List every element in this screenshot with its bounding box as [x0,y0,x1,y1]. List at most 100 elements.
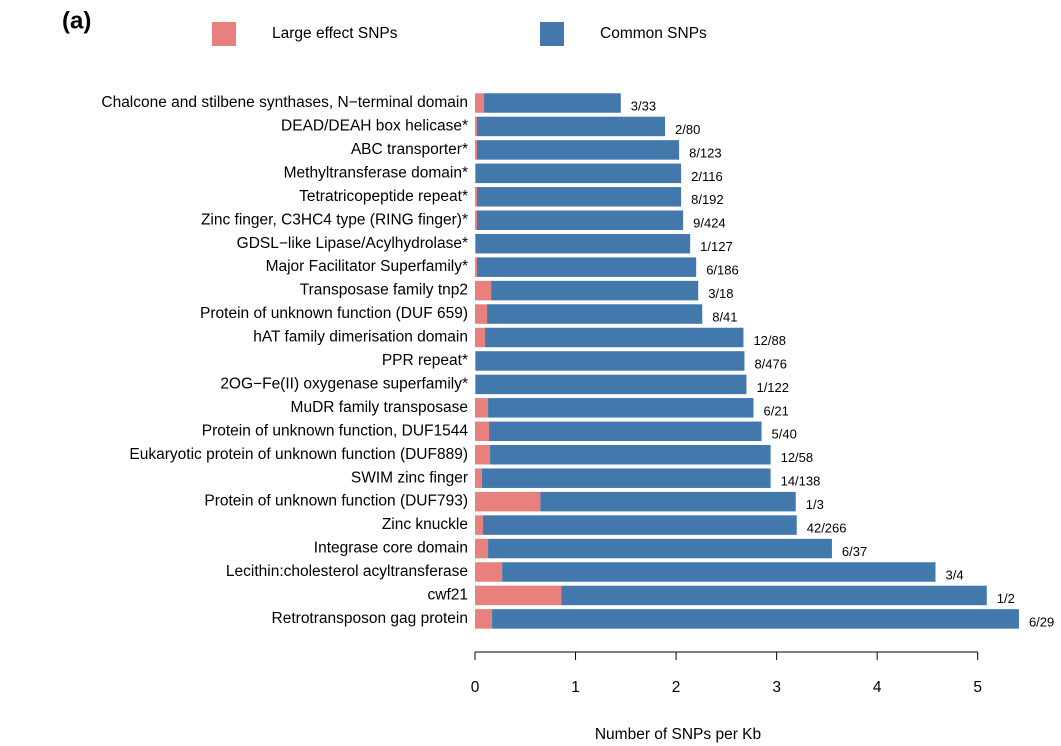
bar-annotation: 1/2 [997,591,1015,606]
category-label: Protein of unknown function (DUF 659) [200,305,468,322]
bar-segment [475,210,478,230]
category-label: Methyltransferase domain* [284,164,468,181]
bar-segment [475,116,478,137]
bar-segment [475,280,492,301]
bar-segment [483,515,797,535]
bar-segment [476,233,691,254]
bar-segment [475,468,483,488]
bar-segment [475,562,503,582]
category-label: Major Facilitator Superfamily* [266,258,468,275]
x-tick-label: 0 [471,679,480,696]
bar-segment [477,257,697,277]
bar-segment [476,163,682,184]
bar-segment [475,140,478,160]
category-label: Retrotransposon gag protein [272,610,468,627]
bar-annotation: 12/88 [753,333,786,348]
legend-label: Common SNPs [600,25,707,42]
bar-annotation: 9/424 [693,216,726,231]
bar-segment [475,187,478,207]
category-label: ABC transporter* [351,141,468,158]
bar-annotation: 1/122 [756,380,789,395]
bar-segment [487,304,703,324]
bar-segment [475,538,489,559]
bar-segment [475,93,485,113]
bar-segment [475,351,477,371]
legend-swatch [212,22,236,46]
bar-segment [484,93,621,113]
bar-segment [477,187,682,207]
x-axis-title: Number of SNPs per Kb [595,726,761,743]
bar-annotation: 3/33 [631,98,656,113]
bar-segment [475,327,486,348]
bar-segment [540,491,796,512]
bar-segment [476,374,747,395]
bar-annotation: 1/3 [806,497,824,512]
bar-segment [488,398,754,418]
category-label: Protein of unknown function (DUF793) [204,493,468,510]
category-label: Eukaryotic protein of unknown function (… [129,446,468,463]
bar-annotation: 2/80 [675,122,700,137]
category-label: PPR repeat* [382,352,468,369]
bar-segment [475,163,477,184]
bar-segment [485,327,744,348]
bar-annotation: 14/138 [781,474,821,489]
bar-segment [477,116,666,137]
bar-segment [490,445,771,465]
category-label: MuDR family transposase [291,399,468,416]
bar-segment [475,491,541,512]
bar-annotation: 8/192 [691,192,724,207]
x-tick-label: 1 [571,679,580,696]
x-tick-label: 5 [973,679,982,696]
bar-annotation: 5/40 [772,427,797,442]
bar-segment [475,515,484,535]
bar-segment [476,351,745,371]
category-label: hAT family dimerisation domain [253,329,468,346]
bar-annotation: 8/123 [689,145,722,160]
x-tick-label: 3 [772,679,781,696]
bar-annotation: 6/21 [764,403,789,418]
x-tick-label: 2 [672,679,681,696]
category-label: Zinc finger, C3HC4 type (RING finger)* [201,211,468,228]
bar-annotation: 8/41 [712,309,737,324]
bar-segment [475,374,477,395]
bar-segment [492,609,1019,629]
legend-label: Large effect SNPs [272,25,398,42]
category-label: Transposase family tnp2 [300,282,468,299]
bar-annotation: 6/29 [1029,614,1054,629]
bar-segment [475,233,477,254]
category-label: cwf21 [428,587,469,604]
category-label: Tetratricopeptide repeat* [299,188,468,205]
bar-segment [489,421,762,442]
bar-segment [475,585,562,606]
bar-annotation: 1/127 [700,239,733,254]
category-label: 2OG−Fe(II) oxygenase superfamily* [220,375,468,392]
bar-annotation: 42/266 [807,521,847,536]
bar-segment [482,468,771,488]
bar-segment [488,538,832,559]
bar-annotation: 3/4 [945,567,963,582]
bar-segment [491,280,699,301]
bar-annotation: 8/476 [754,356,787,371]
category-label: Lecithin:cholesterol acyltransferase [226,563,468,580]
bar-annotation: 3/18 [708,286,733,301]
category-label: SWIM zinc finger [351,469,468,486]
bar-segment [475,257,478,277]
bar-segment [475,609,493,629]
x-tick-label: 4 [873,679,882,696]
bar-annotation: 6/186 [706,263,739,278]
bar-segment [475,398,489,418]
bar-annotation: 12/58 [781,450,814,465]
bar-segment [475,421,490,442]
bar-annotation: 6/37 [842,544,867,559]
bar-segment [561,585,987,606]
bar-segment [475,304,488,324]
category-label: DEAD/DEAH box helicase* [281,118,468,135]
bar-annotation: 2/116 [691,169,723,184]
category-label: Chalcone and stilbene synthases, N−termi… [101,94,468,111]
legend-swatch [540,22,564,46]
bar-segment [502,562,936,582]
category-label: Zinc knuckle [382,516,468,533]
category-label: GDSL−like Lipase/Acylhydrolase* [237,235,468,252]
bar-segment [477,140,680,160]
